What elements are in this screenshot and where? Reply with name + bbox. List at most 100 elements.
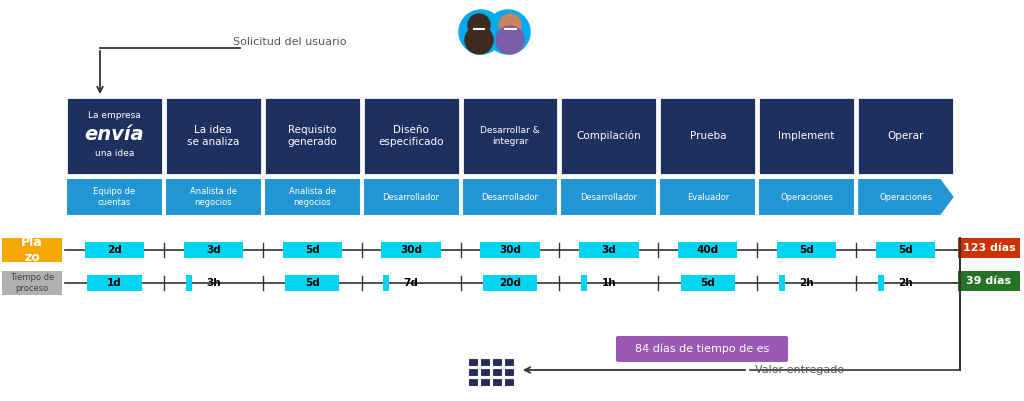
FancyBboxPatch shape — [560, 178, 657, 216]
Text: 2h: 2h — [800, 278, 814, 288]
Text: 5d: 5d — [800, 245, 814, 255]
Text: 5d: 5d — [898, 245, 913, 255]
Text: Analista de
negocios: Analista de negocios — [189, 187, 237, 207]
Text: 123 días: 123 días — [963, 243, 1016, 253]
Text: 1d: 1d — [108, 278, 122, 288]
Polygon shape — [857, 178, 955, 216]
FancyBboxPatch shape — [616, 336, 788, 362]
FancyBboxPatch shape — [492, 368, 502, 376]
FancyBboxPatch shape — [582, 275, 587, 291]
FancyBboxPatch shape — [382, 242, 440, 258]
FancyBboxPatch shape — [165, 178, 262, 216]
FancyBboxPatch shape — [480, 378, 490, 386]
Text: Operar: Operar — [888, 131, 924, 141]
Text: 5d: 5d — [700, 278, 715, 288]
FancyBboxPatch shape — [659, 178, 756, 216]
FancyBboxPatch shape — [492, 358, 502, 366]
Text: Valor entregado: Valor entregado — [755, 365, 844, 375]
FancyBboxPatch shape — [264, 178, 360, 216]
Text: una idea: una idea — [95, 150, 134, 158]
Text: 20d: 20d — [499, 278, 521, 288]
FancyBboxPatch shape — [678, 242, 737, 258]
FancyBboxPatch shape — [580, 242, 639, 258]
Circle shape — [465, 26, 493, 54]
FancyBboxPatch shape — [659, 97, 756, 175]
FancyBboxPatch shape — [2, 271, 62, 295]
FancyBboxPatch shape — [504, 378, 514, 386]
FancyBboxPatch shape — [66, 97, 163, 175]
FancyBboxPatch shape — [85, 242, 144, 258]
Text: La idea
se analiza: La idea se analiza — [187, 125, 240, 147]
Text: 5d: 5d — [305, 278, 319, 288]
FancyBboxPatch shape — [264, 97, 360, 175]
FancyBboxPatch shape — [2, 238, 62, 262]
FancyBboxPatch shape — [504, 358, 514, 366]
Text: La empresa: La empresa — [88, 111, 141, 119]
Text: Solicitud del usuario: Solicitud del usuario — [233, 37, 347, 47]
Text: Analista de
negocios: Analista de negocios — [289, 187, 336, 207]
FancyBboxPatch shape — [183, 242, 243, 258]
FancyBboxPatch shape — [468, 378, 478, 386]
Text: 84 días de tiempo de es: 84 días de tiempo de es — [635, 344, 769, 354]
Text: 3h: 3h — [206, 278, 220, 288]
Text: 2d: 2d — [108, 245, 122, 255]
FancyBboxPatch shape — [462, 178, 558, 216]
FancyBboxPatch shape — [681, 275, 735, 291]
Text: Operaciones: Operaciones — [780, 192, 834, 201]
Circle shape — [496, 26, 524, 54]
Text: Equipo de
cuentas: Equipo de cuentas — [93, 187, 135, 207]
FancyBboxPatch shape — [958, 271, 1020, 291]
FancyBboxPatch shape — [758, 178, 855, 216]
FancyBboxPatch shape — [66, 178, 163, 216]
FancyBboxPatch shape — [468, 368, 478, 376]
Text: Desarrollar &
integrar: Desarrollar & integrar — [480, 126, 540, 146]
FancyBboxPatch shape — [285, 275, 339, 291]
Text: envía: envía — [85, 126, 144, 144]
FancyBboxPatch shape — [758, 97, 855, 175]
Circle shape — [499, 14, 521, 36]
FancyBboxPatch shape — [480, 242, 540, 258]
FancyBboxPatch shape — [876, 242, 935, 258]
Text: Diseño
especificado: Diseño especificado — [378, 125, 443, 147]
Text: Requisito
generado: Requisito generado — [288, 125, 337, 147]
FancyBboxPatch shape — [480, 368, 490, 376]
Text: Desarrollador: Desarrollador — [581, 192, 637, 201]
Text: Operaciones: Operaciones — [879, 192, 932, 201]
Circle shape — [459, 10, 503, 54]
FancyBboxPatch shape — [560, 97, 657, 175]
FancyBboxPatch shape — [362, 178, 460, 216]
FancyBboxPatch shape — [492, 378, 502, 386]
Text: 7d: 7d — [403, 278, 419, 288]
Text: Desarrollador: Desarrollador — [383, 192, 439, 201]
Text: 30d: 30d — [400, 245, 422, 255]
Text: 5d: 5d — [305, 245, 319, 255]
FancyBboxPatch shape — [87, 275, 141, 291]
FancyBboxPatch shape — [480, 358, 490, 366]
FancyBboxPatch shape — [468, 358, 478, 366]
FancyBboxPatch shape — [958, 238, 1020, 258]
Circle shape — [486, 10, 530, 54]
Text: 40d: 40d — [696, 245, 719, 255]
Text: Compilación: Compilación — [577, 131, 641, 141]
FancyBboxPatch shape — [777, 242, 837, 258]
FancyBboxPatch shape — [878, 275, 884, 291]
Circle shape — [468, 14, 490, 36]
Text: 30d: 30d — [499, 245, 521, 255]
Text: Desarrollador: Desarrollador — [481, 192, 539, 201]
Text: Tiempo de
proceso: Tiempo de proceso — [10, 273, 54, 293]
FancyBboxPatch shape — [857, 97, 954, 175]
FancyBboxPatch shape — [462, 97, 558, 175]
Text: 39 días: 39 días — [967, 276, 1012, 286]
Text: 3d: 3d — [206, 245, 221, 255]
Text: Evaluador: Evaluador — [687, 192, 729, 201]
Text: Pla
zo: Pla zo — [22, 236, 43, 264]
FancyBboxPatch shape — [779, 275, 785, 291]
Text: 3d: 3d — [601, 245, 616, 255]
Text: Implement: Implement — [778, 131, 835, 141]
Text: 1h: 1h — [601, 278, 616, 288]
FancyBboxPatch shape — [504, 368, 514, 376]
FancyBboxPatch shape — [185, 275, 191, 291]
FancyBboxPatch shape — [283, 242, 342, 258]
Text: 2h: 2h — [898, 278, 912, 288]
FancyBboxPatch shape — [482, 275, 538, 291]
